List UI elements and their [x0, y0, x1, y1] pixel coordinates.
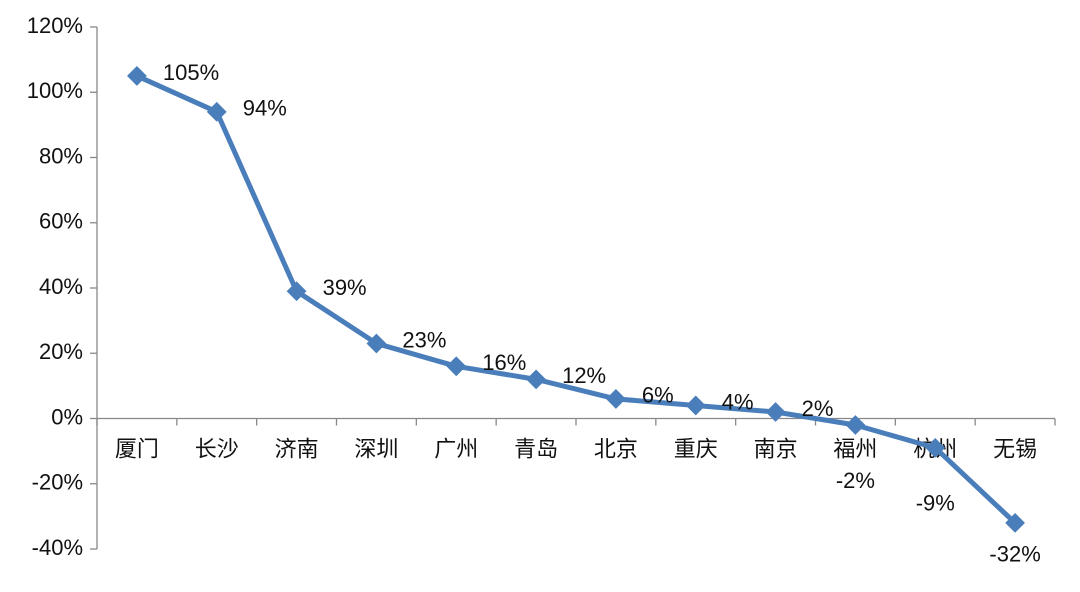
x-tick-label: 重庆: [674, 436, 718, 461]
data-label: 6%: [642, 383, 674, 408]
x-tick-label: 长沙: [195, 436, 239, 461]
y-tick-label: -20%: [32, 470, 83, 495]
y-tick-label: 60%: [39, 209, 83, 234]
data-label: 94%: [243, 96, 287, 121]
marker: [845, 415, 866, 435]
x-tick-label: 北京: [594, 436, 638, 461]
x-tick-label: 福州: [833, 436, 877, 461]
data-label: -2%: [836, 468, 875, 493]
x-tick-label: 济南: [275, 436, 319, 461]
x-tick-label: 南京: [754, 436, 798, 461]
data-label: 12%: [562, 363, 606, 388]
marker: [925, 437, 946, 458]
y-tick-label: 80%: [39, 143, 83, 168]
data-label: 23%: [402, 327, 446, 352]
marker: [366, 333, 387, 354]
marker: [446, 356, 467, 377]
y-tick-label: 120%: [27, 13, 83, 38]
marker: [526, 369, 546, 390]
marker: [206, 101, 227, 122]
x-tick-label: 深圳: [354, 436, 398, 461]
marker: [765, 402, 786, 422]
marker: [127, 66, 147, 86]
data-label: 105%: [163, 60, 219, 85]
data-label: 4%: [722, 389, 754, 414]
y-tick-label: 20%: [39, 339, 83, 364]
data-label: 39%: [323, 275, 367, 300]
data-label: 2%: [802, 396, 834, 421]
y-tick-label: -40%: [32, 535, 83, 560]
marker: [606, 389, 626, 409]
marker: [685, 395, 706, 416]
x-tick-label: 广州: [434, 436, 478, 461]
x-tick-label: 青岛: [514, 436, 558, 461]
x-tick-label: 无锡: [993, 436, 1037, 461]
line: [135, 73, 1017, 525]
x-tick-label: 厦门: [115, 436, 159, 461]
marker: [1005, 513, 1025, 533]
y-tick-label: 40%: [39, 274, 83, 299]
marker: [286, 281, 307, 302]
data-label: -9%: [916, 491, 955, 516]
y-tick-label: 100%: [27, 78, 83, 103]
data-label: 16%: [482, 350, 526, 375]
y-tick-label: 0%: [51, 404, 83, 429]
data-label: -32%: [989, 542, 1040, 567]
